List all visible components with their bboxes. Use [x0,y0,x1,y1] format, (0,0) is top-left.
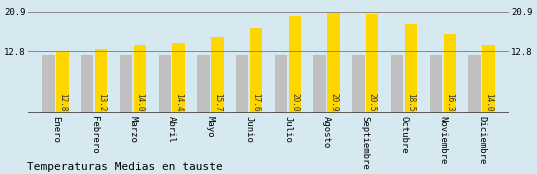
Bar [250,28,262,113]
Bar [288,16,301,113]
Text: 15.7: 15.7 [213,93,222,112]
Bar [95,49,107,113]
Bar [314,55,326,113]
Text: 17.6: 17.6 [252,93,260,112]
Text: 14.4: 14.4 [174,93,183,112]
Bar [405,23,417,113]
Bar [134,45,146,113]
Text: 18.5: 18.5 [407,93,416,112]
Bar [236,55,249,113]
Bar [352,55,365,113]
Text: 20.5: 20.5 [368,93,377,112]
Bar [172,44,185,113]
Bar [42,55,55,113]
Bar [56,51,69,113]
Bar [158,55,171,113]
Text: 16.3: 16.3 [445,93,454,112]
Bar [328,12,340,113]
Text: 13.2: 13.2 [97,93,106,112]
Bar [482,45,495,113]
Text: Temperaturas Medias en tauste: Temperaturas Medias en tauste [27,162,223,172]
Bar [275,55,287,113]
Bar [391,55,403,113]
Bar [211,37,223,113]
Text: 20.9: 20.9 [329,93,338,112]
Text: 12.8: 12.8 [58,93,67,112]
Bar [120,55,132,113]
Bar [444,34,456,113]
Text: 14.0: 14.0 [135,93,144,112]
Bar [468,55,481,113]
Text: 20.0: 20.0 [291,93,299,112]
Bar [366,14,379,113]
Bar [197,55,209,113]
Bar [430,55,442,113]
Bar [81,55,93,113]
Text: 14.0: 14.0 [484,93,493,112]
